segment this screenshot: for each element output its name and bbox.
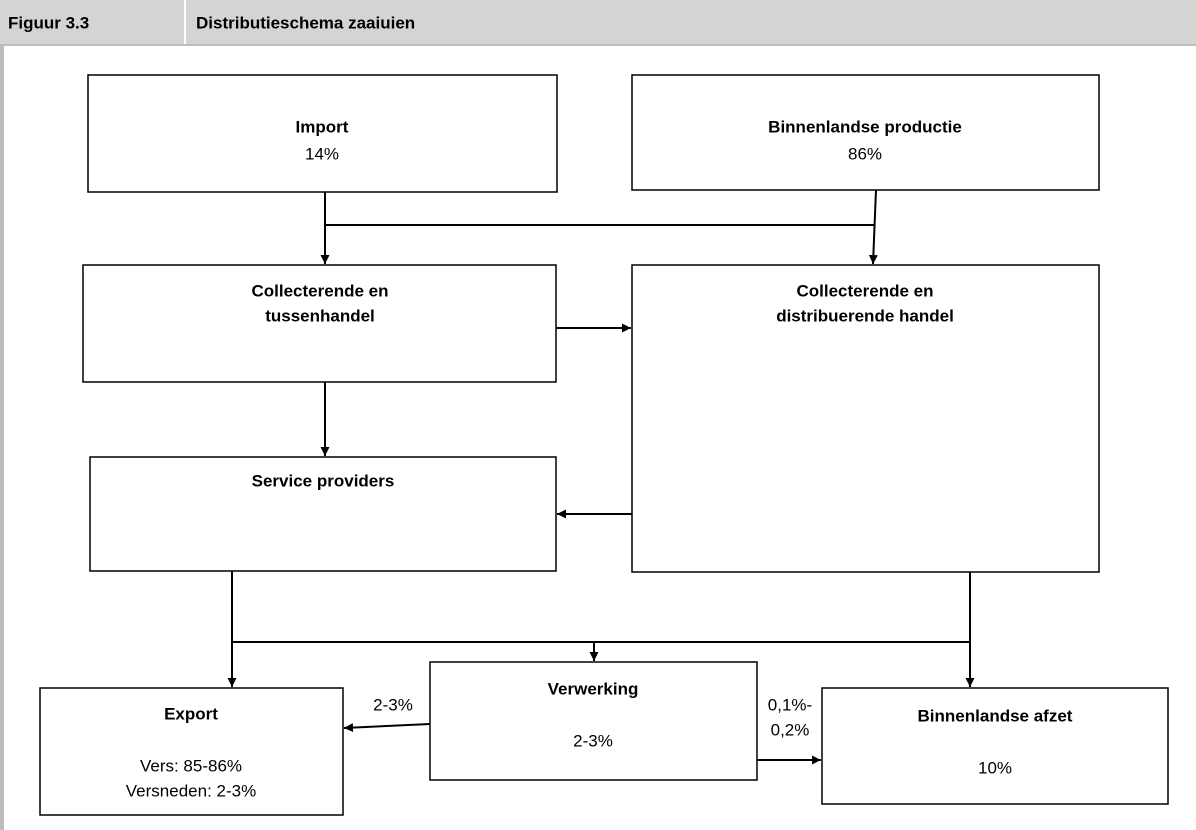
arrow [343, 723, 431, 733]
node-box [89, 456, 557, 572]
node-title: Verwerking [548, 679, 639, 698]
node-title: Binnenlandse afzet [918, 706, 1073, 725]
node-value: Vers: 85-86% [140, 756, 242, 775]
arrow [868, 189, 878, 265]
node-value: Versneden: 2-3% [126, 781, 256, 800]
figure-title: Distributieschema zaaiuien [196, 13, 415, 32]
node-title: distribuerende handel [776, 306, 954, 325]
node-title: Export [164, 704, 218, 723]
node-value: 2-3% [573, 731, 613, 750]
left-border [0, 44, 4, 830]
edge-label: 2-3% [373, 695, 413, 714]
node-box [82, 264, 557, 383]
node-box [631, 74, 1100, 191]
node-title: Collecterende en [252, 281, 389, 300]
node-box [87, 74, 558, 193]
node-box [429, 661, 758, 781]
node-value: 14% [305, 144, 339, 163]
node-title: Import [296, 117, 349, 136]
edge-label: 0,2% [771, 720, 810, 739]
node-value: 10% [978, 758, 1012, 777]
header-divider [184, 0, 186, 44]
node-title: tussenhandel [265, 306, 375, 325]
node-title: Binnenlandse productie [768, 117, 962, 136]
node-box [39, 687, 344, 816]
figure-number: Figuur 3.3 [8, 13, 89, 32]
node-box [631, 264, 1100, 573]
node-value: 86% [848, 144, 882, 163]
header-bar [0, 0, 1196, 44]
node-title: Service providers [252, 471, 395, 490]
node-box [821, 687, 1169, 805]
header-border [0, 44, 1196, 46]
edge-label: 0,1%- [768, 695, 812, 714]
node-title: Collecterende en [797, 281, 934, 300]
